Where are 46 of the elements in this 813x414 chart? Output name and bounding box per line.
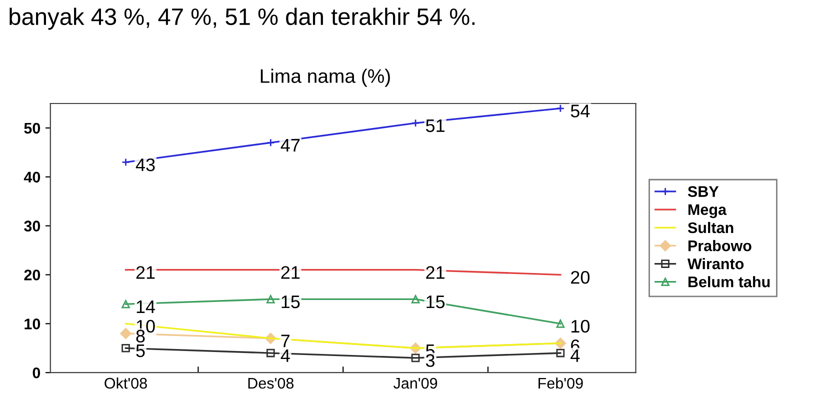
point <box>122 300 130 308</box>
x-tick-label: Feb'09 <box>538 377 583 389</box>
legend-label: Sultan <box>688 222 734 234</box>
data-label: 7 <box>281 334 290 348</box>
point <box>122 344 130 352</box>
data-label: 5 <box>136 344 145 358</box>
x-tick-label: Des'08 <box>248 378 294 389</box>
legend-label: SBY <box>688 186 719 197</box>
point <box>556 104 565 113</box>
text: banyak 43 %, 47 %, 51 % dan terakhir 54 %. <box>10 8 475 30</box>
data-label: 43 <box>136 158 155 172</box>
data-label: 51 <box>426 119 444 132</box>
data-label: 21 <box>281 266 300 279</box>
legend-label: Belum tahu <box>688 276 770 288</box>
data-label: 21 <box>426 266 444 279</box>
y-tick-label: 40 <box>24 172 40 183</box>
point <box>266 295 275 304</box>
data-label: 15 <box>426 296 445 308</box>
x-tick-label: Okt'08 <box>104 377 147 389</box>
point <box>556 348 565 358</box>
data-label: 20 <box>571 270 590 284</box>
chart-title: Lima nama (%) <box>260 68 390 87</box>
y-tick-label: 20 <box>24 270 40 280</box>
point <box>411 118 420 128</box>
point <box>411 295 420 304</box>
data-label: 4 <box>280 349 290 362</box>
data-label: 14 <box>136 300 156 313</box>
y-tick-label: 30 <box>24 220 40 232</box>
point <box>122 158 130 166</box>
legend-label: Mega <box>688 204 727 218</box>
data-label: 47 <box>280 139 300 152</box>
data-label: 21 <box>136 266 155 279</box>
legend-label: Prabowo <box>688 240 752 252</box>
x-tick-label: Jan'09 <box>394 378 438 389</box>
data-label: 10 <box>572 320 590 333</box>
point <box>266 348 275 358</box>
legend-label: Wiranto <box>687 258 744 270</box>
point <box>120 328 132 340</box>
y-tick-label: 10 <box>24 318 40 330</box>
data-label: 15 <box>282 296 300 308</box>
point <box>556 320 565 328</box>
point <box>411 354 420 362</box>
y-tick-label: 0 <box>32 367 40 378</box>
y-tick-label: 50 <box>24 122 40 134</box>
point <box>266 138 275 147</box>
data-label: 54 <box>570 104 590 118</box>
